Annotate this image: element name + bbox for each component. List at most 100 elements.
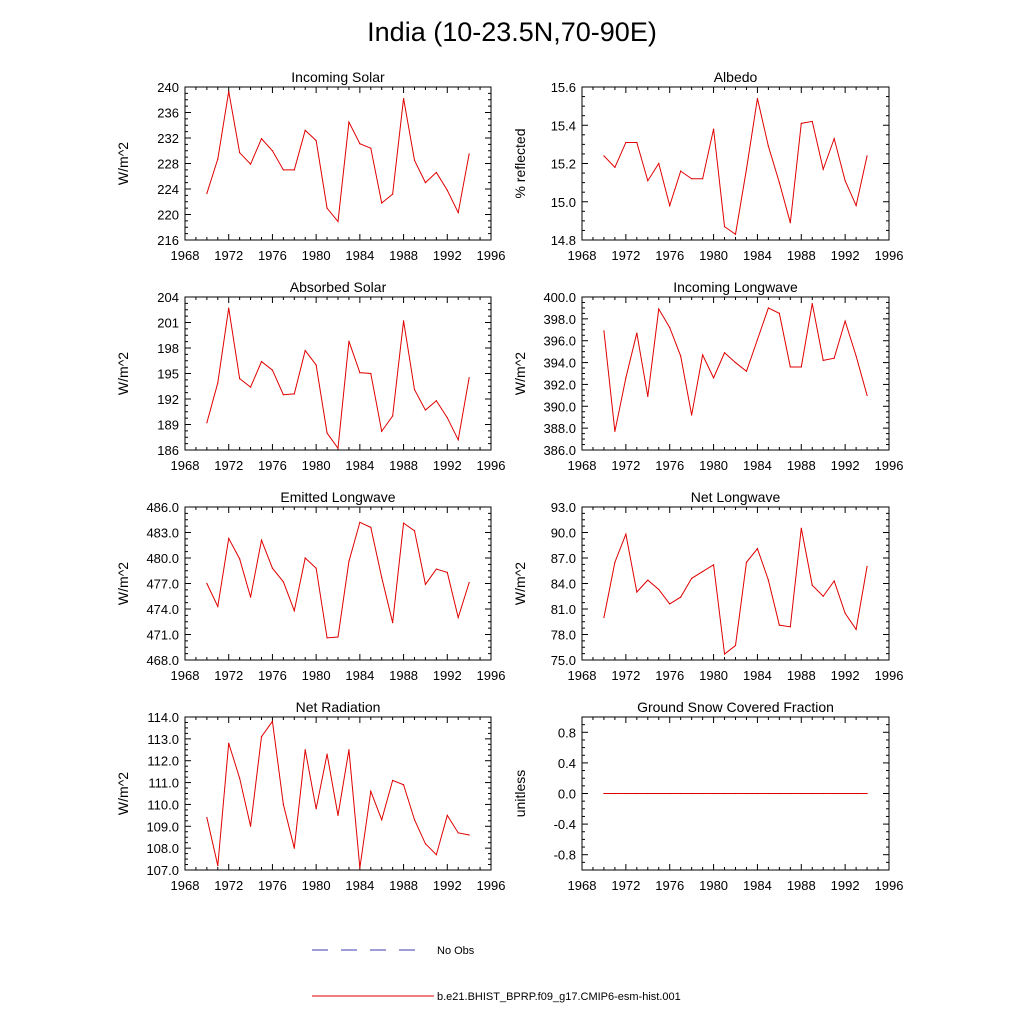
albedo-point: [603, 155, 605, 157]
net-radiation-frame: [184, 716, 492, 871]
ground-snow-covered-fraction-xtick-label: 1996: [875, 878, 904, 893]
absorbed-solar-point: [468, 377, 470, 379]
emitted-longwave-ytick-label: 468.0: [146, 653, 179, 668]
net-radiation-xtick-label: 1976: [258, 878, 287, 893]
albedo-xtick-label: 1988: [787, 248, 816, 263]
ground-snow-covered-fraction-point: [855, 792, 857, 795]
albedo-point: [636, 141, 638, 144]
net-longwave-point: [614, 561, 616, 563]
incoming-longwave-xtick-label: 1972: [611, 458, 640, 473]
incoming-solar-point: [239, 152, 241, 154]
incoming-longwave-ytick-label: 388.0: [543, 421, 576, 436]
net-longwave-point: [647, 579, 649, 581]
incoming-longwave-xtick-label: 1968: [568, 458, 597, 473]
incoming-solar-point: [446, 189, 448, 191]
emitted-longwave-ytick-label: 471.0: [146, 628, 179, 643]
emitted-longwave-ytick-label: 480.0: [146, 551, 179, 566]
incoming-solar-ytick-label: 232: [157, 131, 179, 146]
net-longwave-ytick-label: 81.0: [551, 602, 576, 617]
net-radiation-ytick-label: 111.0: [148, 776, 179, 791]
net-radiation-point: [239, 777, 241, 779]
net-radiation-point: [435, 854, 437, 856]
absorbed-solar-xtick-label: 1996: [477, 458, 506, 473]
emitted-longwave-point: [392, 622, 394, 624]
net-longwave-xtick-label: 1972: [611, 668, 640, 683]
incoming-solar-point: [413, 159, 416, 161]
absorbed-solar-point: [337, 447, 339, 449]
legend: No Obs b.e21.BHIST_BPRP.f09_g17.CMIP6-es…: [312, 945, 681, 1003]
net-radiation-ytick-label: 107.0: [146, 863, 179, 878]
emitted-longwave-point: [424, 583, 427, 585]
net-radiation-point: [293, 847, 295, 849]
incoming-longwave-point: [811, 302, 813, 305]
albedo-point: [614, 166, 616, 168]
incoming-solar-point: [315, 139, 317, 142]
net-longwave-point: [800, 527, 802, 529]
absorbed-solar-point: [239, 378, 241, 380]
incoming-solar-point: [282, 169, 284, 171]
net-radiation-xtick-label: 1972: [214, 878, 243, 893]
absorbed-solar-ytick-label: 189: [157, 418, 179, 433]
incoming-solar-point: [217, 158, 219, 160]
ground-snow-covered-fraction-point: [767, 792, 769, 795]
net-radiation-point: [468, 834, 470, 836]
net-radiation-point: [337, 814, 339, 816]
incoming-longwave-point: [680, 355, 682, 357]
absorbed-solar-point: [348, 340, 350, 342]
emitted-longwave-xtick-label: 1976: [258, 668, 287, 683]
incoming-longwave-ylabel: W/m^2: [512, 352, 528, 395]
ground-snow-covered-fraction-point: [811, 792, 813, 795]
albedo-point: [647, 180, 649, 182]
emitted-longwave-point: [381, 576, 383, 579]
incoming-solar-ytick-label: 220: [157, 208, 179, 223]
net-longwave-ytick-label: 87.0: [551, 551, 576, 566]
absorbed-solar-point: [457, 439, 459, 441]
net-longwave-point: [811, 584, 813, 586]
incoming-solar-ytick-label: 216: [157, 233, 179, 248]
incoming-solar-xtick-label: 1980: [302, 248, 331, 263]
net-longwave-point: [844, 612, 846, 614]
absorbed-solar-point: [315, 364, 317, 366]
incoming-longwave-ytick-label: 394.0: [543, 356, 576, 371]
ground-snow-covered-fraction-point: [723, 792, 726, 795]
incoming-longwave-point: [789, 366, 791, 368]
absorbed-solar-point: [217, 382, 219, 384]
absorbed-solar-xtick-label: 1972: [214, 458, 243, 473]
net-radiation-point: [304, 749, 306, 751]
incoming-longwave-point: [844, 320, 846, 322]
incoming-longwave-point: [745, 370, 748, 372]
albedo-xtick-label: 1980: [699, 248, 728, 263]
incoming-longwave-point: [669, 327, 671, 329]
absorbed-solar-point: [293, 393, 295, 395]
incoming-solar-point: [304, 129, 306, 131]
absorbed-solar-point: [446, 417, 448, 419]
incoming-solar-point: [370, 147, 372, 149]
panel-net-radiation: Net Radiation 1968 1972 1976 1980 1984 1988 199…: [115, 699, 505, 893]
net-longwave-point: [712, 564, 715, 566]
incoming-longwave-ytick-label: 392.0: [543, 377, 576, 392]
emitted-longwave-title: Emitted Longwave: [280, 489, 395, 505]
incoming-solar-point: [293, 169, 295, 171]
panel-net-longwave: Net Longwave 1968 1972 1976 1980 1984 1988 1992…: [512, 489, 903, 683]
net-longwave-series-line: [603, 528, 868, 655]
panel-absorbed-solar: Absorbed Solar 1968 1972 1976 1980 1984 1988 19…: [115, 279, 505, 473]
emitted-longwave-point: [249, 596, 252, 598]
absorbed-solar-point: [326, 432, 328, 434]
panels: Incoming Solar 1968 1972 1976 1980 1984 1988 19…: [115, 69, 903, 893]
emitted-longwave-ytick-label: 474.0: [146, 602, 179, 617]
emitted-longwave-xtick-label: 1968: [171, 668, 200, 683]
net-longwave-ytick-label: 75.0: [551, 653, 576, 668]
incoming-solar-series-line: [206, 91, 470, 223]
ground-snow-covered-fraction-point: [603, 792, 605, 795]
net-longwave-point: [636, 591, 638, 593]
net-longwave-point: [822, 595, 824, 597]
albedo-point: [680, 170, 682, 172]
net-radiation-point: [326, 753, 328, 755]
emitted-longwave-point: [402, 522, 405, 524]
net-radiation-ylabel: W/m^2: [115, 772, 131, 815]
absorbed-solar-point: [381, 430, 383, 432]
absorbed-solar-xtick-label: 1980: [302, 458, 331, 473]
albedo-point: [691, 178, 693, 180]
net-longwave-ytick-label: 78.0: [551, 628, 576, 643]
incoming-solar-point: [424, 182, 427, 184]
